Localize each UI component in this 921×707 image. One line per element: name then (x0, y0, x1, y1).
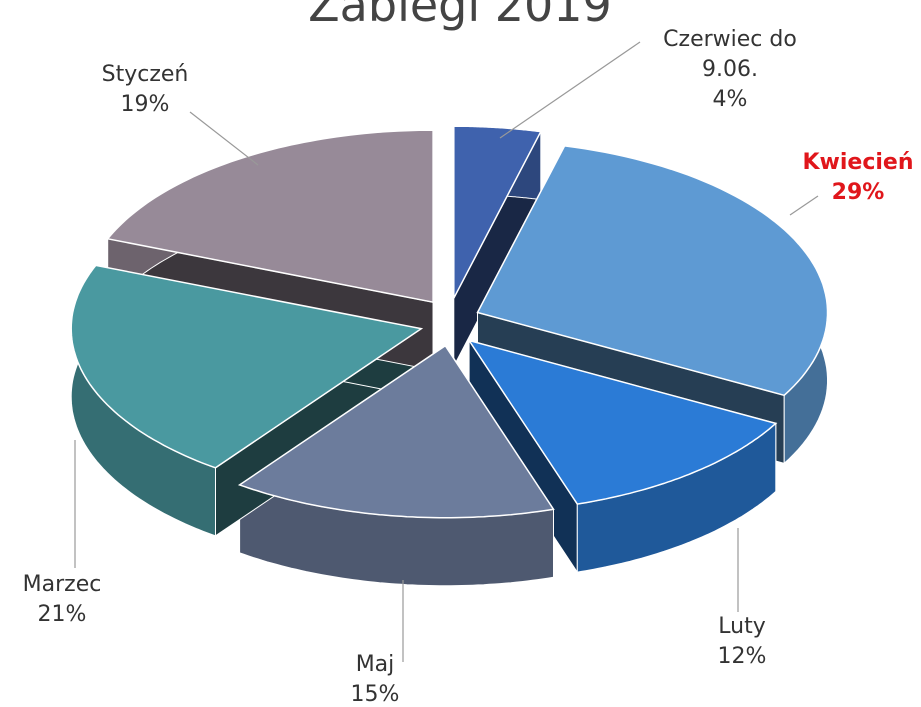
label-name: Maj (355, 652, 395, 677)
data-label: Maj 15% (325, 650, 425, 707)
slice (476, 145, 829, 397)
leader-line (789, 195, 819, 216)
data-label: Czerwiec do 9.06. 4% (640, 25, 820, 115)
label-value: 15% (350, 682, 400, 707)
slice (467, 339, 778, 505)
label-value: 4% (712, 87, 748, 112)
label-value: 21% (37, 602, 87, 627)
label-name: Czerwiec do 9.06. (663, 27, 797, 82)
data-label: Kwiecień 29% (793, 148, 921, 208)
label-value: 19% (120, 92, 170, 117)
label-name: Styczeń (101, 62, 189, 87)
label-name: Luty (718, 614, 766, 639)
slice (453, 125, 542, 299)
slice (70, 264, 424, 469)
leader-line (189, 111, 259, 166)
chart-title: Zabiegi 2019 (308, 0, 612, 32)
data-label: Luty 12% (682, 612, 802, 672)
label-name: Marzec (22, 572, 102, 597)
slice (106, 129, 434, 304)
label-value: 29% (831, 180, 885, 205)
data-label: Marzec 21% (2, 570, 122, 630)
leader-line (499, 41, 641, 139)
label-value: 12% (717, 644, 767, 669)
data-label: Styczeń 19% (90, 60, 200, 120)
slice (237, 344, 555, 519)
label-name: Kwiecień (802, 150, 914, 175)
